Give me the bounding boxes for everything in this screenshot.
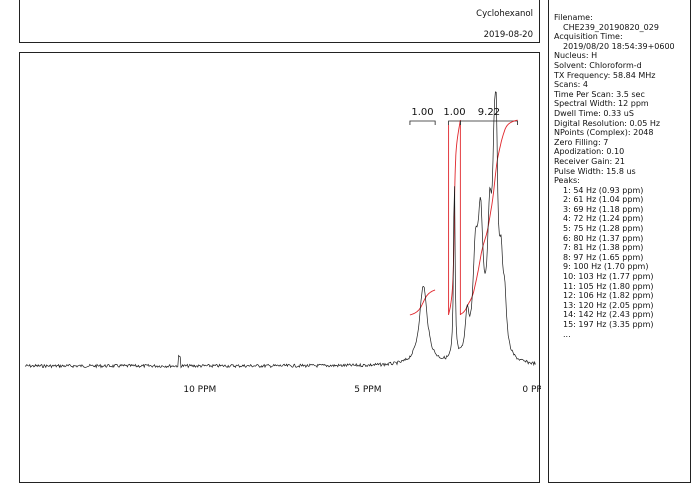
param-dwell-time: Dwell Time: 0.33 uS bbox=[554, 108, 634, 118]
peak-item: 4: 72 Hz (1.24 ppm) bbox=[563, 214, 644, 224]
integral-label: 9.22 bbox=[478, 107, 500, 118]
param-scans: Scans: 4 bbox=[554, 80, 588, 90]
param-tx-frequency: TX Frequency: 58.84 MHz bbox=[554, 70, 656, 80]
acquisition-label: Acquisition Time: bbox=[554, 32, 623, 42]
x-tick-label: 0 PPM bbox=[522, 385, 541, 395]
peak-item: 15: 197 Hz (3.35 ppm) bbox=[563, 320, 654, 329]
x-tick-label: 5 PPM bbox=[354, 385, 381, 395]
acquisition-date: 2019-08-20 bbox=[483, 30, 533, 40]
peak-item: 1: 54 Hz (0.93 ppm) bbox=[563, 185, 644, 195]
filename-value: CHE239_20190820_029 bbox=[563, 22, 659, 32]
param-zero-filling: Zero Filling: 7 bbox=[554, 137, 609, 147]
param-apodization: Apodization: 0.10 bbox=[554, 147, 625, 157]
peak-item: 12: 106 Hz (1.82 ppm) bbox=[563, 291, 654, 301]
param-solvent: Solvent: Chloroform-d bbox=[554, 60, 642, 70]
x-axis: 10 PPM 5 PPM 0 PPM bbox=[183, 385, 541, 395]
peak-item: 11: 105 Hz (1.80 ppm) bbox=[563, 281, 654, 291]
integral-bracket bbox=[448, 120, 461, 125]
integral-bracket bbox=[459, 120, 518, 125]
integral-label: 1.00 bbox=[443, 107, 465, 118]
parameters-panel: Filename: CHE239_20190820_029 Acquisitio… bbox=[548, 0, 691, 483]
peak-item: 2: 61 Hz (1.04 ppm) bbox=[563, 195, 644, 205]
param-time-per-scan: Time Per Scan: 3.5 sec bbox=[554, 89, 645, 99]
sample-name: Cyclohexanol bbox=[476, 9, 533, 19]
param-nucleus: Nucleus: H bbox=[554, 51, 598, 61]
param-receiver-gain: Receiver Gain: 21 bbox=[554, 156, 625, 166]
param-pulse-width: Pulse Width: 15.8 us bbox=[554, 166, 636, 176]
integral-curve bbox=[460, 119, 518, 315]
peak-item: 10: 103 Hz (1.77 ppm) bbox=[563, 272, 654, 282]
x-tick-label: 10 PPM bbox=[183, 385, 216, 395]
peak-item: 13: 120 Hz (2.05 ppm) bbox=[563, 300, 654, 310]
peak-item: 8: 97 Hz (1.65 ppm) bbox=[563, 252, 644, 262]
integral-curve bbox=[409, 289, 436, 316]
integral-group: 1.00 1.00 9.22 bbox=[409, 107, 518, 316]
param-spectral-width: Spectral Width: 12 ppm bbox=[554, 99, 649, 109]
peak-item: 5: 75 Hz (1.28 ppm) bbox=[563, 224, 644, 234]
acquisition-value: 2019/08/20 18:54:39+0600 bbox=[563, 41, 675, 51]
integral-bracket bbox=[409, 120, 436, 125]
integral-label: 1.00 bbox=[411, 107, 433, 118]
peak-item: 7: 81 Hz (1.38 ppm) bbox=[563, 243, 644, 253]
peak-item: 9: 100 Hz (1.70 ppm) bbox=[563, 262, 649, 272]
spectrum-trace bbox=[24, 91, 536, 369]
param-npoints: NPoints (Complex): 2048 bbox=[554, 128, 654, 138]
nmr-spectrum-chart: 1.00 1.00 9.22 10 PPM 5 PPM 0 PPM bbox=[24, 91, 541, 395]
filename-label: Filename: bbox=[554, 13, 593, 22]
peaks-more: ... bbox=[563, 329, 571, 339]
peak-item: 6: 80 Hz (1.37 ppm) bbox=[563, 233, 644, 243]
peak-item: 3: 69 Hz (1.18 ppm) bbox=[563, 204, 644, 214]
spectrum-panel: 1.00 1.00 9.22 10 PPM 5 PPM 0 PPM bbox=[19, 52, 541, 483]
param-digital-resolution: Digital Resolution: 0.05 Hz bbox=[554, 118, 661, 128]
parameter-list: Filename: CHE239_20190820_029 Acquisitio… bbox=[554, 13, 688, 339]
peaks-label: Peaks: bbox=[554, 176, 580, 186]
header-panel: Cyclohexanol 2019-08-20 bbox=[19, 0, 540, 43]
peak-item: 14: 142 Hz (2.43 ppm) bbox=[563, 310, 654, 320]
